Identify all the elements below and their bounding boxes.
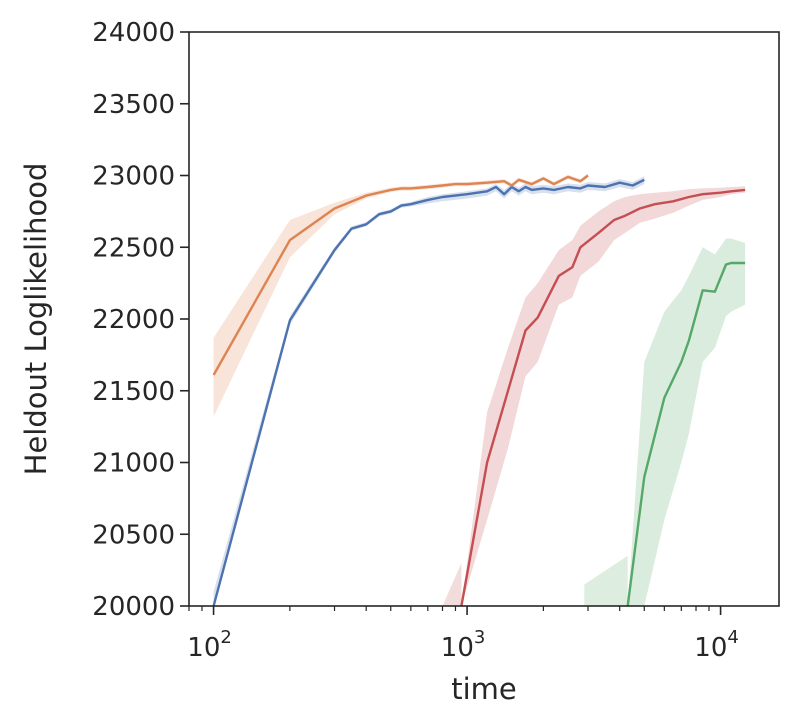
x-tick-label: 103 [441,627,486,663]
y-tick-label: 21500 [92,377,175,407]
series-2-band [461,186,746,607]
band-start-red [442,563,462,606]
band-start-green [584,555,628,606]
x-tick-base: 10 [441,633,474,663]
y-tick-label: 20000 [92,592,175,622]
x-tick-exponent: 3 [474,627,485,648]
series-1-line [212,174,589,376]
y-tick-label: 20500 [92,520,175,550]
series-3-band [627,238,746,606]
y-tick-label: 23500 [92,90,175,120]
y-tick-label: 22500 [92,233,175,263]
y-tick-label: 21000 [92,449,175,479]
x-tick-exponent: 4 [727,627,738,648]
series-0-line [212,178,645,607]
y-tick-label: 24000 [92,18,175,48]
x-tick-label: 102 [187,627,232,663]
y-tick-label: 23000 [92,162,175,192]
series-3-line [626,261,746,607]
x-tick-base: 10 [187,633,220,663]
series-2-line [460,188,746,607]
series-lines [212,174,746,607]
x-axis: 102 103 104 [187,606,739,663]
y-axis-label: Heldout Loglikelihood [19,163,53,476]
y-axis: 20000 20500 21000 21500 22000 22500 23000 23500… [92,18,189,622]
x-axis-label: time [451,672,517,706]
x-tick-label: 104 [694,627,739,663]
confidence-bands [213,173,746,607]
series-1-band [213,173,588,417]
x-tick-exponent: 2 [220,627,231,648]
y-tick-label: 22000 [92,305,175,335]
x-tick-base: 10 [694,633,727,663]
